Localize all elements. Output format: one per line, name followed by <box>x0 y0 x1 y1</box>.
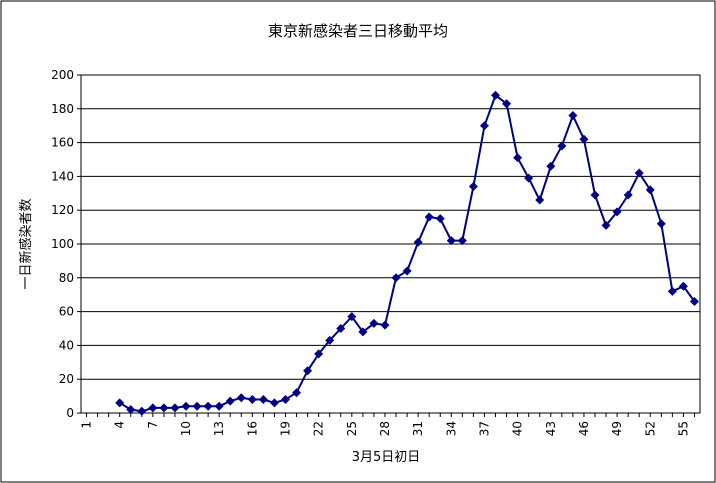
x-axis-title: 3月5日初日 <box>352 450 421 465</box>
data-point-marker <box>656 219 666 229</box>
y-tick-label: 160 <box>51 136 74 150</box>
x-tick-label: 19 <box>278 421 292 436</box>
data-point-marker <box>402 266 412 276</box>
y-tick-label: 60 <box>59 305 74 319</box>
x-tick-label: 4 <box>113 421 127 429</box>
data-point-marker <box>645 185 655 195</box>
data-point-marker <box>280 394 290 404</box>
data-point-marker <box>601 220 611 230</box>
y-tick-label: 120 <box>51 203 74 217</box>
data-point-marker <box>413 237 423 247</box>
data-point-marker <box>502 99 512 109</box>
x-tick-label: 16 <box>245 421 259 436</box>
data-point-marker <box>170 403 180 413</box>
data-point-marker <box>126 405 136 415</box>
data-point-marker <box>148 403 158 413</box>
y-tick-label: 0 <box>66 406 74 420</box>
x-tick-label: 34 <box>444 421 458 436</box>
data-point-marker <box>314 349 324 359</box>
data-point-marker <box>347 312 357 322</box>
data-point-marker <box>546 161 556 171</box>
data-point-marker <box>579 134 589 144</box>
y-tick-label: 20 <box>59 372 74 386</box>
data-point-marker <box>535 195 545 205</box>
x-tick-label: 10 <box>179 421 193 436</box>
y-axis-title: 一日新感染者数 <box>18 198 34 289</box>
data-point-marker <box>247 394 257 404</box>
x-tick-label: 43 <box>544 421 558 436</box>
data-point-marker <box>203 401 213 411</box>
y-tick-label: 140 <box>51 169 74 183</box>
data-point-marker <box>369 318 379 328</box>
data-point-marker <box>491 90 501 100</box>
x-tick-label: 7 <box>146 421 160 429</box>
data-point-marker <box>667 286 677 296</box>
x-axis-tick-labels: 1 4 7 10 13 16 19 22 25 28 31 34 37 40 43 46 49 52 55 <box>80 421 691 436</box>
data-point-marker <box>457 236 467 246</box>
data-point-marker <box>236 393 246 403</box>
data-point-marker <box>225 396 235 406</box>
data-point-marker <box>192 401 202 411</box>
data-point-marker <box>424 212 434 222</box>
x-tick-label: 52 <box>643 421 657 436</box>
y-tick-label: 40 <box>59 338 74 352</box>
series-group <box>115 90 699 416</box>
data-point-marker <box>325 335 335 345</box>
y-axis-tick-labels: 0 20 40 60 80 100 120 140 160 180 200 <box>51 68 74 420</box>
data-point-marker <box>391 273 401 283</box>
data-point-marker <box>568 111 578 121</box>
data-point-marker <box>137 406 147 416</box>
data-point-marker <box>513 153 523 163</box>
x-tick-label: 40 <box>511 421 525 436</box>
plot-area: 0 20 40 60 80 100 120 140 160 180 200 1 4 7 10 13 16 19 2… <box>51 68 701 436</box>
x-tick-label: 28 <box>378 421 392 436</box>
data-point-marker <box>214 401 224 411</box>
x-tick-label: 46 <box>577 421 591 436</box>
data-point-marker <box>623 190 633 200</box>
data-point-marker <box>612 207 622 217</box>
x-tick-label: 22 <box>312 421 326 436</box>
x-tick-label: 55 <box>676 421 690 436</box>
grid-lines <box>77 74 700 417</box>
data-point-marker <box>590 190 600 200</box>
data-point-marker <box>446 236 456 246</box>
data-point-marker <box>115 398 125 408</box>
data-point-marker <box>258 394 268 404</box>
data-point-marker <box>303 366 313 376</box>
x-tick-label: 37 <box>477 421 491 436</box>
x-tick-label: 49 <box>610 421 624 436</box>
data-point-marker <box>292 388 302 398</box>
data-point-marker <box>689 296 699 306</box>
y-tick-label: 80 <box>59 271 74 285</box>
y-tick-label: 180 <box>51 102 74 116</box>
data-point-marker <box>358 327 368 337</box>
x-tick-label: 25 <box>345 421 359 436</box>
y-tick-label: 200 <box>51 68 74 82</box>
data-point-marker <box>181 401 191 411</box>
data-point-marker <box>479 121 489 131</box>
data-point-marker <box>678 281 688 291</box>
data-point-marker <box>468 182 478 192</box>
data-point-marker <box>524 173 534 183</box>
data-point-marker <box>336 324 346 333</box>
data-point-marker <box>634 168 644 178</box>
data-point-marker <box>380 320 390 330</box>
data-point-marker <box>269 398 279 408</box>
data-point-marker <box>557 141 567 151</box>
x-tick-label: 1 <box>80 421 94 429</box>
data-point-marker <box>159 403 169 413</box>
x-tick-label: 13 <box>212 421 226 436</box>
x-tick-label: 31 <box>411 421 425 436</box>
chart-title: 東京新感染者三日移動平均 <box>268 22 448 40</box>
y-tick-label: 100 <box>51 237 74 251</box>
data-point-marker <box>435 214 445 224</box>
